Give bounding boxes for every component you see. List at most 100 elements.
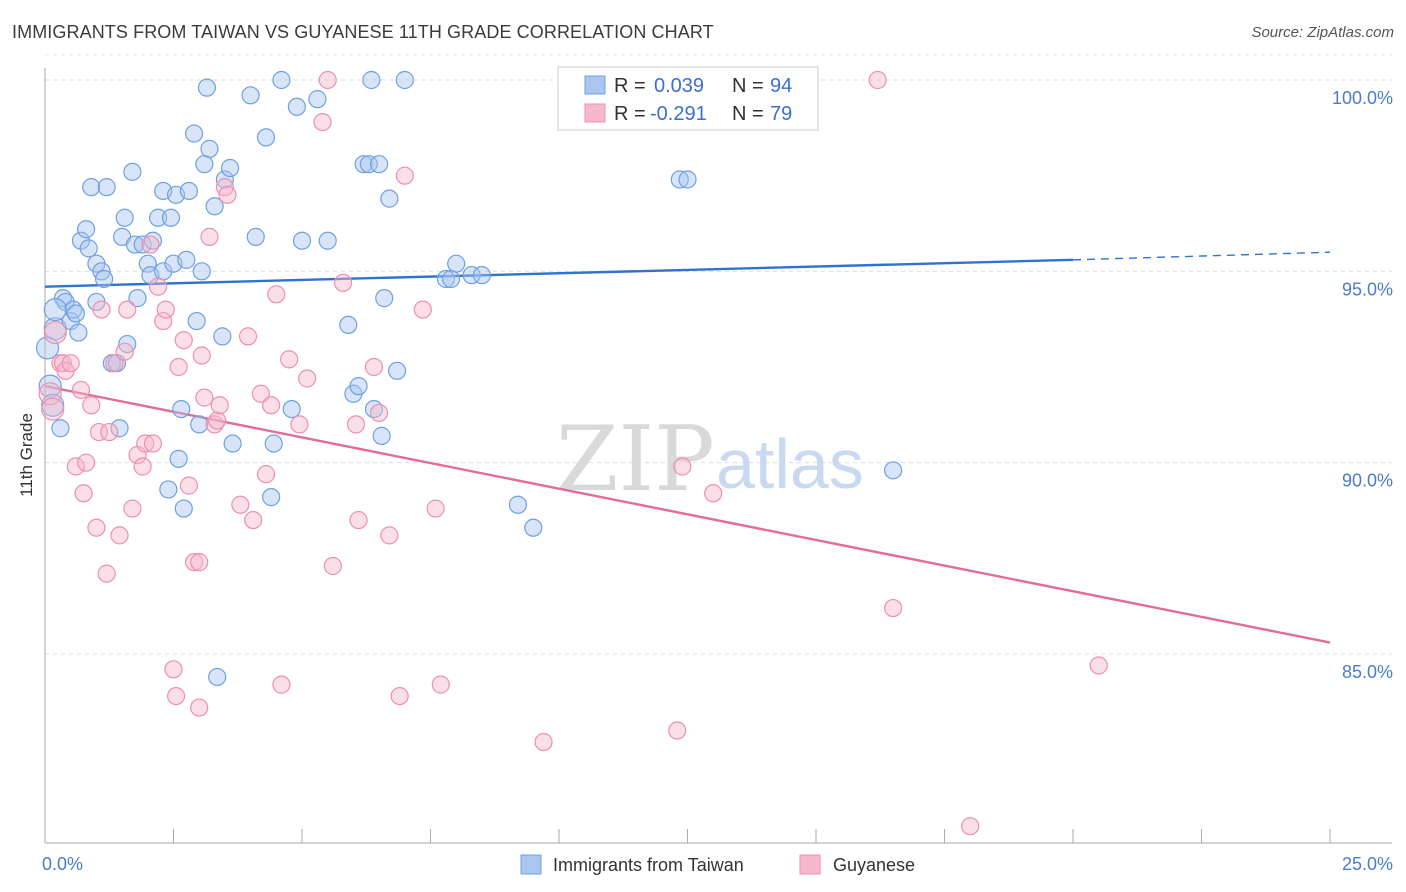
point-guyanese bbox=[115, 342, 134, 361]
point-guyanese bbox=[346, 415, 366, 434]
point-guyanese bbox=[673, 457, 692, 476]
point-taiwan bbox=[172, 399, 191, 419]
point-taiwan bbox=[220, 158, 240, 178]
point-guyanese bbox=[190, 698, 209, 717]
trend-layer bbox=[44, 251, 1331, 644]
series-legend: Immigrants from Taiwan Guyanese bbox=[520, 854, 915, 875]
point-guyanese bbox=[313, 112, 332, 132]
point-taiwan bbox=[161, 208, 181, 227]
point-guyanese bbox=[218, 185, 237, 204]
legend-swatch-guyanese bbox=[584, 103, 606, 123]
point-taiwan bbox=[308, 90, 327, 109]
point-guyanese bbox=[92, 300, 111, 319]
point-taiwan bbox=[97, 178, 116, 197]
point-guyanese bbox=[413, 300, 432, 319]
point-taiwan bbox=[125, 235, 145, 254]
point-taiwan bbox=[43, 298, 67, 322]
point-taiwan bbox=[110, 419, 129, 438]
point-guyanese bbox=[704, 484, 723, 503]
point-taiwan bbox=[287, 97, 306, 116]
watermark-atlas: atlas bbox=[716, 425, 864, 503]
point-guyanese bbox=[110, 526, 129, 545]
legend-swatch-taiwan bbox=[584, 75, 606, 95]
point-guyanese bbox=[390, 686, 409, 706]
point-taiwan bbox=[69, 323, 88, 342]
point-taiwan bbox=[128, 289, 147, 308]
legend-n-label-guyanese: N = bbox=[732, 103, 764, 125]
point-taiwan bbox=[370, 155, 389, 174]
axes-layer: 100.0% 95.0% 90.0% 85.0% 0.0% 25.0% bbox=[42, 68, 1393, 874]
point-guyanese bbox=[349, 510, 368, 530]
point-guyanese bbox=[251, 384, 270, 403]
watermark-zip: ZIP bbox=[556, 407, 715, 512]
point-taiwan bbox=[282, 399, 301, 419]
trend-line-taiwan-extension bbox=[1072, 251, 1331, 261]
point-guyanese bbox=[868, 70, 887, 90]
point-guyanese bbox=[82, 396, 101, 415]
point-taiwan bbox=[318, 231, 337, 250]
point-guyanese bbox=[77, 453, 96, 472]
point-guyanese bbox=[290, 415, 309, 434]
point-guyanese bbox=[74, 484, 93, 503]
point-taiwan bbox=[179, 181, 199, 201]
point-taiwan bbox=[205, 197, 224, 216]
point-guyanese bbox=[141, 235, 160, 254]
point-guyanese bbox=[334, 273, 353, 292]
point-guyanese bbox=[164, 660, 183, 679]
point-guyanese bbox=[190, 553, 209, 572]
point-guyanese bbox=[156, 300, 175, 319]
point-taiwan bbox=[192, 262, 211, 281]
point-guyanese bbox=[143, 434, 163, 453]
point-taiwan bbox=[123, 162, 142, 181]
point-guyanese bbox=[364, 357, 384, 377]
point-taiwan bbox=[148, 208, 168, 227]
point-guyanese bbox=[38, 382, 62, 406]
point-taiwan bbox=[77, 220, 96, 239]
point-taiwan bbox=[213, 327, 232, 346]
point-taiwan bbox=[264, 434, 283, 453]
legend-r-value-taiwan: 0.039 bbox=[654, 75, 704, 97]
point-taiwan bbox=[200, 139, 219, 158]
point-guyanese bbox=[280, 350, 299, 369]
point-taiwan bbox=[82, 178, 101, 197]
point-guyanese bbox=[380, 526, 399, 545]
point-guyanese bbox=[133, 457, 152, 476]
chart-source: Source: ZipAtlas.com bbox=[1251, 24, 1394, 41]
point-taiwan bbox=[208, 667, 227, 687]
point-guyanese bbox=[169, 357, 188, 377]
y-tick-label: 95.0% bbox=[1342, 279, 1393, 299]
point-taiwan bbox=[359, 155, 378, 174]
point-taiwan bbox=[56, 292, 75, 312]
watermark: ZIP atlas bbox=[556, 407, 864, 512]
point-taiwan bbox=[256, 128, 276, 147]
point-guyanese bbox=[105, 354, 124, 373]
point-guyanese bbox=[318, 70, 337, 90]
point-taiwan bbox=[138, 254, 157, 273]
point-guyanese bbox=[184, 553, 204, 572]
point-taiwan bbox=[66, 304, 85, 323]
point-guyanese bbox=[272, 675, 291, 694]
point-taiwan bbox=[38, 374, 62, 398]
point-guyanese bbox=[43, 320, 67, 345]
y-tick-label: 100.0% bbox=[1332, 88, 1393, 108]
point-taiwan bbox=[436, 269, 456, 289]
point-guyanese bbox=[431, 675, 450, 694]
point-guyanese bbox=[883, 598, 903, 618]
point-guyanese bbox=[210, 396, 229, 415]
series-legend-swatch-taiwan bbox=[520, 854, 542, 875]
point-taiwan bbox=[71, 231, 91, 250]
series-legend-swatch-guyanese bbox=[799, 854, 821, 875]
point-guyanese bbox=[136, 434, 155, 453]
point-taiwan bbox=[395, 70, 414, 90]
point-guyanese bbox=[370, 403, 389, 423]
point-taiwan bbox=[223, 434, 242, 453]
point-taiwan bbox=[190, 415, 209, 434]
point-guyanese bbox=[298, 369, 317, 388]
point-guyanese bbox=[195, 388, 214, 407]
point-taiwan bbox=[354, 155, 373, 174]
points-layer bbox=[35, 70, 1108, 836]
point-taiwan bbox=[174, 499, 193, 518]
point-guyanese bbox=[200, 227, 219, 246]
point-guyanese bbox=[534, 732, 553, 752]
point-taiwan bbox=[272, 70, 291, 90]
